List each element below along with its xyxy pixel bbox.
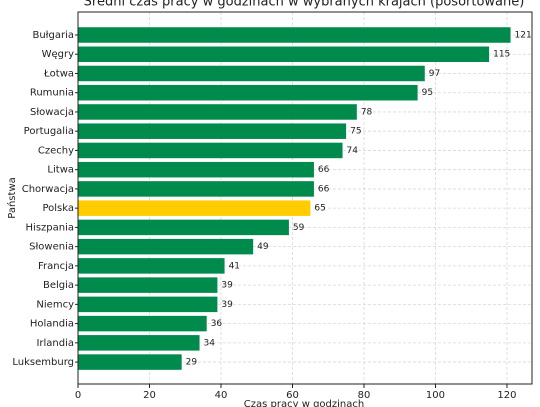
x-tick-label: 0 [75,390,81,401]
x-tick-label: 20 [143,390,156,401]
value-label: 78 [361,107,373,117]
value-label: 74 [347,146,359,156]
value-label: 121 [515,31,532,41]
y-tick-label: Irlandia [36,338,74,349]
value-label: 66 [318,165,330,175]
bar [78,84,418,101]
y-tick-label: Chorwacja [22,184,74,195]
y-tick-label: Litwa [47,165,74,176]
bar [78,161,314,178]
value-label: 41 [229,261,240,271]
y-tick-label: Francja [38,261,74,272]
x-tick-label: 100 [426,390,445,401]
bar [78,123,347,139]
value-label: 49 [257,242,269,252]
value-label: 34 [204,338,216,348]
value-label: 95 [422,88,433,98]
y-tick-label: Polska [42,203,74,214]
bar [78,104,357,120]
y-tick-label: Czechy [38,145,74,156]
value-label: 39 [221,300,233,310]
x-tick-label: 60 [286,390,299,401]
y-tick-label: Słowenia [29,242,74,253]
bar [78,200,311,216]
y-tick-label: Niemcy [36,299,74,310]
bar [78,335,200,351]
value-label: 29 [186,358,198,368]
bar [78,46,490,62]
y-tick-label: Belgia [43,280,74,291]
y-tick-label: Hiszpania [26,222,74,233]
bar [78,296,218,313]
y-tick-label: Holandia [30,319,74,330]
value-label: 59 [293,223,305,233]
x-tick-label: 80 [358,390,371,401]
bar [78,27,511,43]
y-tick-label: Słowacja [30,107,74,118]
bar [78,354,182,370]
y-tick-label: Bułgaria [32,30,74,41]
plot-frame [77,11,533,385]
bar [78,181,314,197]
value-label: 115 [493,50,510,60]
bar [78,315,207,332]
value-label: 97 [429,69,440,79]
bar [78,65,425,82]
value-label: 36 [211,319,223,329]
value-label: 39 [221,281,233,291]
x-tick-label: 120 [497,390,516,401]
y-tick-label: Węgry [42,49,74,60]
y-tick-label: Rumunia [30,88,74,99]
bar [78,258,225,274]
value-label: 66 [318,184,330,194]
x-tick-label: 40 [215,390,228,401]
y-axis-label: Państwa [6,177,18,218]
bar [78,142,343,159]
bar [78,238,254,255]
y-tick-label: Luksemburg [12,357,74,368]
y-tick-label: Portugalia [24,126,74,137]
chart-title: Średni czas pracy w godzinach w wybranyc… [84,0,525,10]
bar [78,219,289,236]
x-axis-label: Czas pracy w godzinach [244,399,364,407]
bar [78,277,218,293]
value-label: 65 [314,204,325,214]
y-tick-label: Łotwa [43,68,74,79]
value-label: 75 [350,127,361,137]
